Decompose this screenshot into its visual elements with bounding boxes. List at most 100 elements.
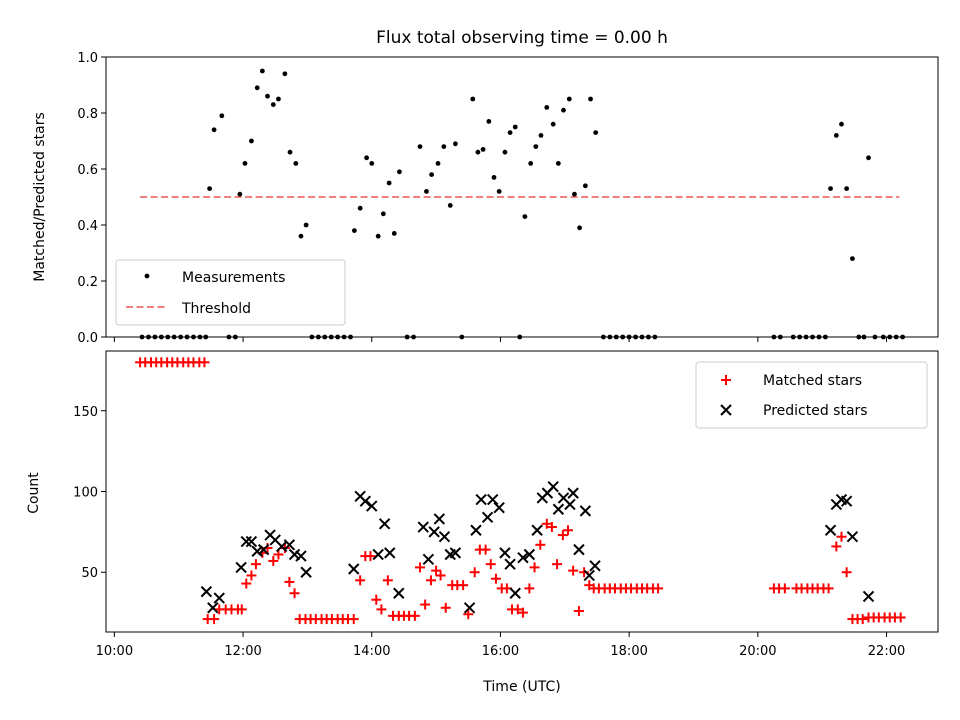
matched-star-point [420,599,431,610]
measurement-point [397,169,402,175]
top-y-axis-ticks: 0.0 0.2 0.4 0.6 0.8 1.0 [77,51,106,346]
measurement-point [259,68,265,74]
measurement-point [293,161,299,166]
measurement-point [298,233,304,239]
measurement-point [844,186,850,192]
measurement-point [507,130,513,136]
measurement-point [207,186,212,192]
matched-star-point [490,573,501,584]
bottom-x-tick-label: 16:00 [482,644,519,659]
measurement-point [435,161,441,166]
measurement-point [566,96,572,102]
predicted-star-point [393,587,405,599]
measurement-point [249,138,254,144]
matched-star-point [348,614,359,625]
measurement-point [588,96,593,102]
bottom-panel: Count Time (UTC) 50 100 150 10:00 12:00 14:0… [26,350,939,695]
bottom-legend-box [695,361,928,429]
matched-star-point [653,583,664,594]
matched-star-point [371,594,382,605]
matched-star-point [236,604,247,615]
measurement-point [839,121,844,127]
matched-star-point [573,606,584,617]
matched-star-point [250,559,261,570]
matched-star-point [365,551,376,562]
predicted-star-point [378,518,391,530]
measurement-point [453,141,458,147]
predicted-star-point [504,558,516,570]
matched-star-point [541,518,552,529]
matched-star-point [836,531,847,542]
predicted-star-point [463,602,476,614]
bottom-y-axis-ticks: 50 100 150 [73,405,106,581]
matched-star-point [425,575,436,586]
top-y-tick-label: 0.8 [77,107,98,122]
measurement-point [582,183,588,189]
predicted-star-point [348,563,360,575]
top-x-axis-ticks [113,337,888,342]
matched-star-point [568,565,579,576]
predicted-star-point [470,524,482,536]
measurement-point [538,133,544,138]
matched-star-point [199,357,210,368]
predicted-star-point [523,548,536,561]
measurement-point [486,119,492,124]
predicted-star-point [257,543,270,556]
top-y-tick-label: 0.0 [77,331,98,346]
measurement-point [502,149,508,155]
measurement-point [593,130,599,136]
matched-star-point [415,562,426,573]
measurement-point [211,127,217,133]
bottom-plot-frame [105,350,939,633]
predicted-star-point [372,548,384,561]
matched-star-point [268,555,279,566]
matched-star-point [376,604,387,615]
bottom-y-tick-label: 100 [73,486,98,501]
matched-star-point [289,588,300,599]
predicted-star-point [573,543,585,556]
matched-star-point [857,614,868,625]
predicted-star-point [240,535,252,548]
predicted-star-point [300,566,312,578]
measurement-point [417,144,423,150]
measurement-point [270,102,276,107]
measurement-point [237,191,243,197]
predicted-star-point [428,526,440,538]
measurement-point [572,191,577,197]
bottom-x-tick-label: 12:00 [224,644,261,659]
predicted-star-point [384,547,396,559]
measurement-point [369,161,375,166]
matched-star-point [241,578,252,589]
measurement-point [470,96,476,102]
matched-star-point [579,567,590,578]
measurement-point [550,121,556,127]
predicted-star-point [583,569,595,582]
top-plot-frame [105,56,939,338]
bottom-x-tick-label: 22:00 [868,644,905,659]
matched-star-point [355,575,366,586]
matched-star-point [557,530,568,541]
matched-star-point [458,580,469,591]
bottom-x-tick-label: 14:00 [353,644,390,659]
measurement-point [441,144,447,150]
bottom-x-axis-ticks: 10:00 12:00 14:00 16:00 18:00 20:00 22:00 [96,632,905,659]
threshold-legend-label: Threshold [181,301,251,317]
matched-star-point [831,541,842,552]
measurement-point [242,161,248,166]
predicted-star-point [547,480,559,493]
measurement-point [282,71,288,77]
predicted-star-point [531,524,543,536]
predicted-star-point [283,539,296,551]
matched-star-point [552,559,563,570]
measurement-point [850,256,855,261]
top-y-tick-label: 1.0 [77,51,98,66]
measurement-point [528,161,534,166]
predicted-star-point [449,547,462,559]
measurement-point [544,105,550,110]
top-panel: Flux total observing time = 0.00 h Match… [32,28,939,346]
measurement-point [555,161,561,166]
top-y-tick-label: 0.4 [77,219,98,234]
predicted-star-point [517,552,529,564]
bottom-legend: Matched stars Predicted stars [695,361,928,429]
